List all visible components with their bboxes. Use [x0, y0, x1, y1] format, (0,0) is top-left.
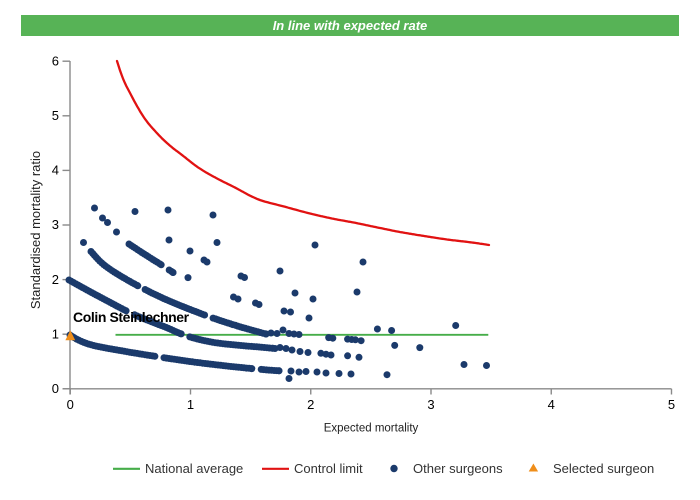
svg-text:5: 5	[668, 397, 675, 412]
svg-text:0: 0	[67, 397, 74, 412]
svg-text:4: 4	[52, 163, 59, 178]
svg-text:1: 1	[187, 397, 194, 412]
svg-text:3: 3	[427, 397, 434, 412]
svg-text:Control limit: Control limit	[294, 461, 363, 476]
svg-text:Expected mortality: Expected mortality	[324, 423, 419, 435]
svg-text:0: 0	[52, 381, 59, 396]
svg-text:4: 4	[548, 397, 555, 412]
svg-text:National average: National average	[145, 461, 243, 476]
svg-text:Standardised mortality ratio: Standardised mortality ratio	[28, 151, 43, 309]
svg-text:6: 6	[52, 53, 59, 68]
svg-text:Other surgeons: Other surgeons	[413, 461, 503, 476]
svg-text:5: 5	[52, 108, 59, 123]
svg-text:3: 3	[52, 217, 59, 232]
svg-text:1: 1	[52, 326, 59, 341]
svg-text:Selected surgeon: Selected surgeon	[553, 461, 654, 476]
svg-text:2: 2	[52, 272, 59, 287]
svg-text:Colin Steinlechner: Colin Steinlechner	[73, 309, 190, 325]
svg-text:2: 2	[307, 397, 314, 412]
svg-text:In line with expected rate: In line with expected rate	[273, 18, 428, 33]
